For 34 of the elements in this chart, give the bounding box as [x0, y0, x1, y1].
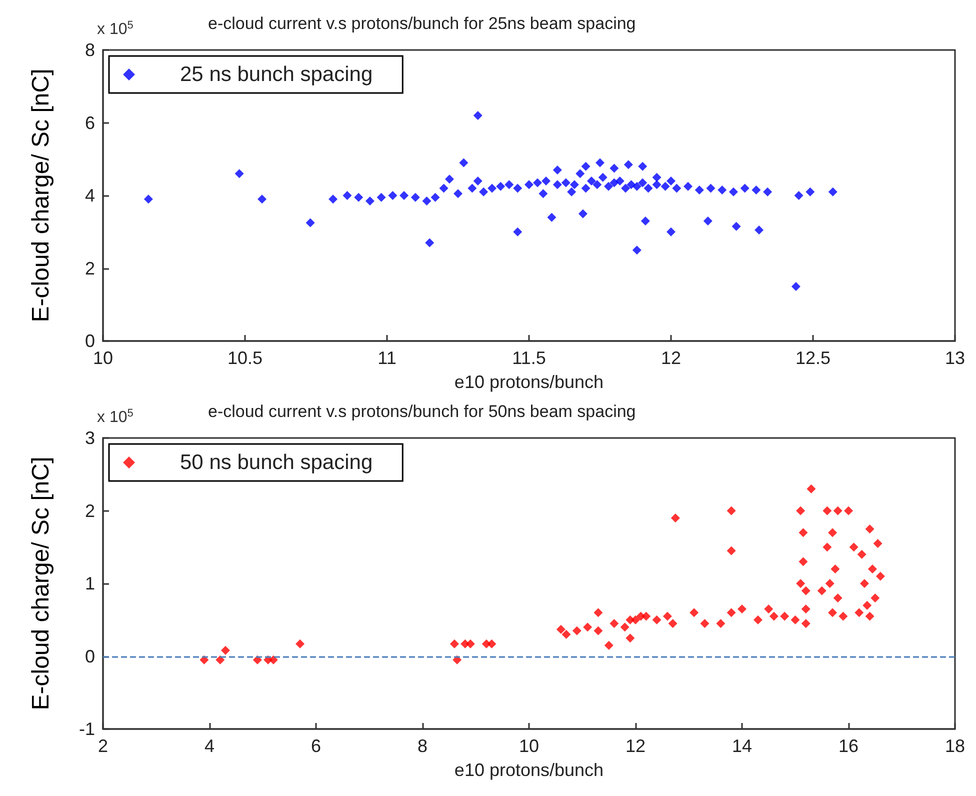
x-tick-label: 11.5 [512, 348, 546, 368]
x-tick-label: 6 [310, 736, 322, 756]
y-tick-label: 8 [84, 40, 95, 60]
x-tick-label: 10 [518, 736, 540, 756]
x-tick-label: 8 [417, 736, 428, 756]
y-tick-label: 6 [84, 112, 95, 133]
y-tick-label: 0 [84, 331, 95, 351]
x-tick-label: 14 [732, 736, 752, 756]
y-axis-title: E-cloud charge/ Sc [nC] [28, 68, 54, 322]
x-tick-label: 12 [625, 736, 646, 756]
legend-label: 50 ns bunch spacing [180, 451, 373, 474]
y-axis-title: E-cloud charge/ Sc [nC] [28, 456, 54, 710]
x-tick-label: 11 [378, 348, 396, 368]
y-tick-label: 2 [84, 258, 95, 278]
x-tick-label: 12 [660, 348, 682, 368]
y-tick-label: 1 [84, 574, 95, 594]
chart-title: e-cloud current v.s protons/bunch for 25ns beam spacing [208, 14, 636, 33]
x-tick-label: 13 [944, 348, 966, 368]
y-tick-label: 4 [84, 186, 95, 206]
y-tick-label: 0 [84, 646, 95, 666]
x-axis-title: e10 protons/bunch [454, 760, 604, 780]
x-tick-label: 10 [92, 348, 114, 368]
x-tick-label: 10.5 [227, 348, 263, 368]
legend-label: 25 ns bunch spacing [180, 63, 373, 86]
y-tick-label: 2 [84, 500, 95, 521]
x-tick-label: 12.5 [795, 348, 831, 368]
y-tick-label: 3 [84, 428, 95, 448]
chart-title: e-cloud current v.s protons/bunch for 50ns beam spacing [208, 402, 636, 421]
x-axis-title: e10 protons/bunch [454, 372, 604, 392]
x-tick-label: 18 [944, 736, 966, 756]
x-tick-label: 4 [204, 736, 215, 756]
x-tick-label: 2 [98, 736, 108, 756]
y-tick-label: -1 [78, 719, 95, 739]
x-tick-label: 16 [838, 736, 859, 756]
